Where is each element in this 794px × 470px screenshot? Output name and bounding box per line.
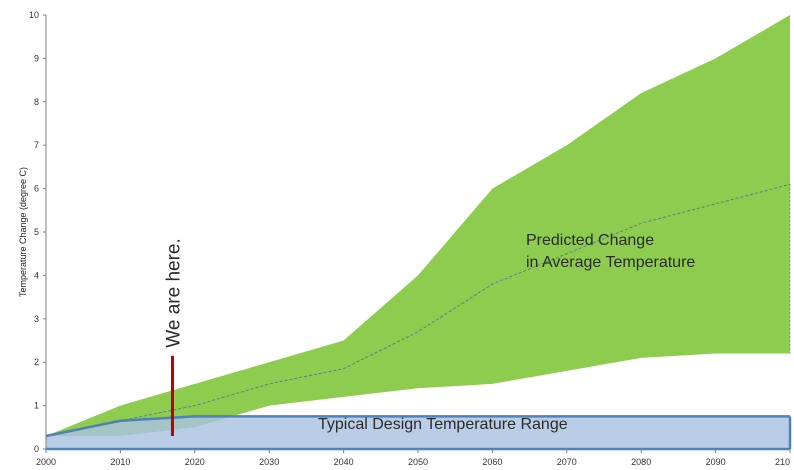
annotations: We are here. Predicted Change in Average T… [164, 232, 695, 436]
axes: 0 1 2 3 4 5 6 7 8 9 10 2000 2010 2020 2030 2040 2050 2060… [29, 10, 791, 467]
x-tick-label: 2080 [631, 457, 651, 467]
y-tick-label: 5 [34, 227, 39, 237]
design-range-label: Typical Design Temperature Range [318, 416, 568, 433]
y-tick-label: 0 [34, 444, 39, 454]
design-range-area [46, 416, 790, 449]
y-tick-label: 4 [34, 270, 39, 280]
x-tick-label: 2010 [110, 457, 130, 467]
y-tick-label: 9 [34, 53, 39, 63]
y-tick-label: 6 [34, 184, 39, 194]
x-tick-label: 2060 [482, 457, 502, 467]
x-tick-label: 2030 [259, 457, 279, 467]
plot-area [45, 15, 792, 449]
we-are-here-label: We are here. [164, 238, 185, 347]
predicted-change-label: in Average Temperature [526, 254, 695, 271]
y-tick-label: 10 [29, 10, 39, 20]
x-tick-label: 2070 [557, 457, 577, 467]
x-tick-label: 2040 [334, 457, 354, 467]
x-tick-label: 2020 [185, 457, 205, 467]
y-tick-label: 8 [34, 97, 39, 107]
x-tick-label: 210 [775, 457, 790, 467]
predicted-range-area [46, 15, 790, 436]
x-tick-label: 2090 [706, 457, 726, 467]
x-tick-label: 2000 [36, 457, 56, 467]
y-tick-label: 7 [34, 140, 39, 150]
y-tick-label: 2 [34, 357, 39, 367]
x-tick-label: 2050 [408, 457, 428, 467]
y-tick-label: 1 [34, 401, 39, 411]
y-tick-label: 3 [34, 314, 39, 324]
y-axis-title: Temperature Change (degree C) [18, 167, 28, 297]
average-temperature-line [45, 183, 791, 437]
predicted-change-label: Predicted Change [526, 232, 654, 249]
